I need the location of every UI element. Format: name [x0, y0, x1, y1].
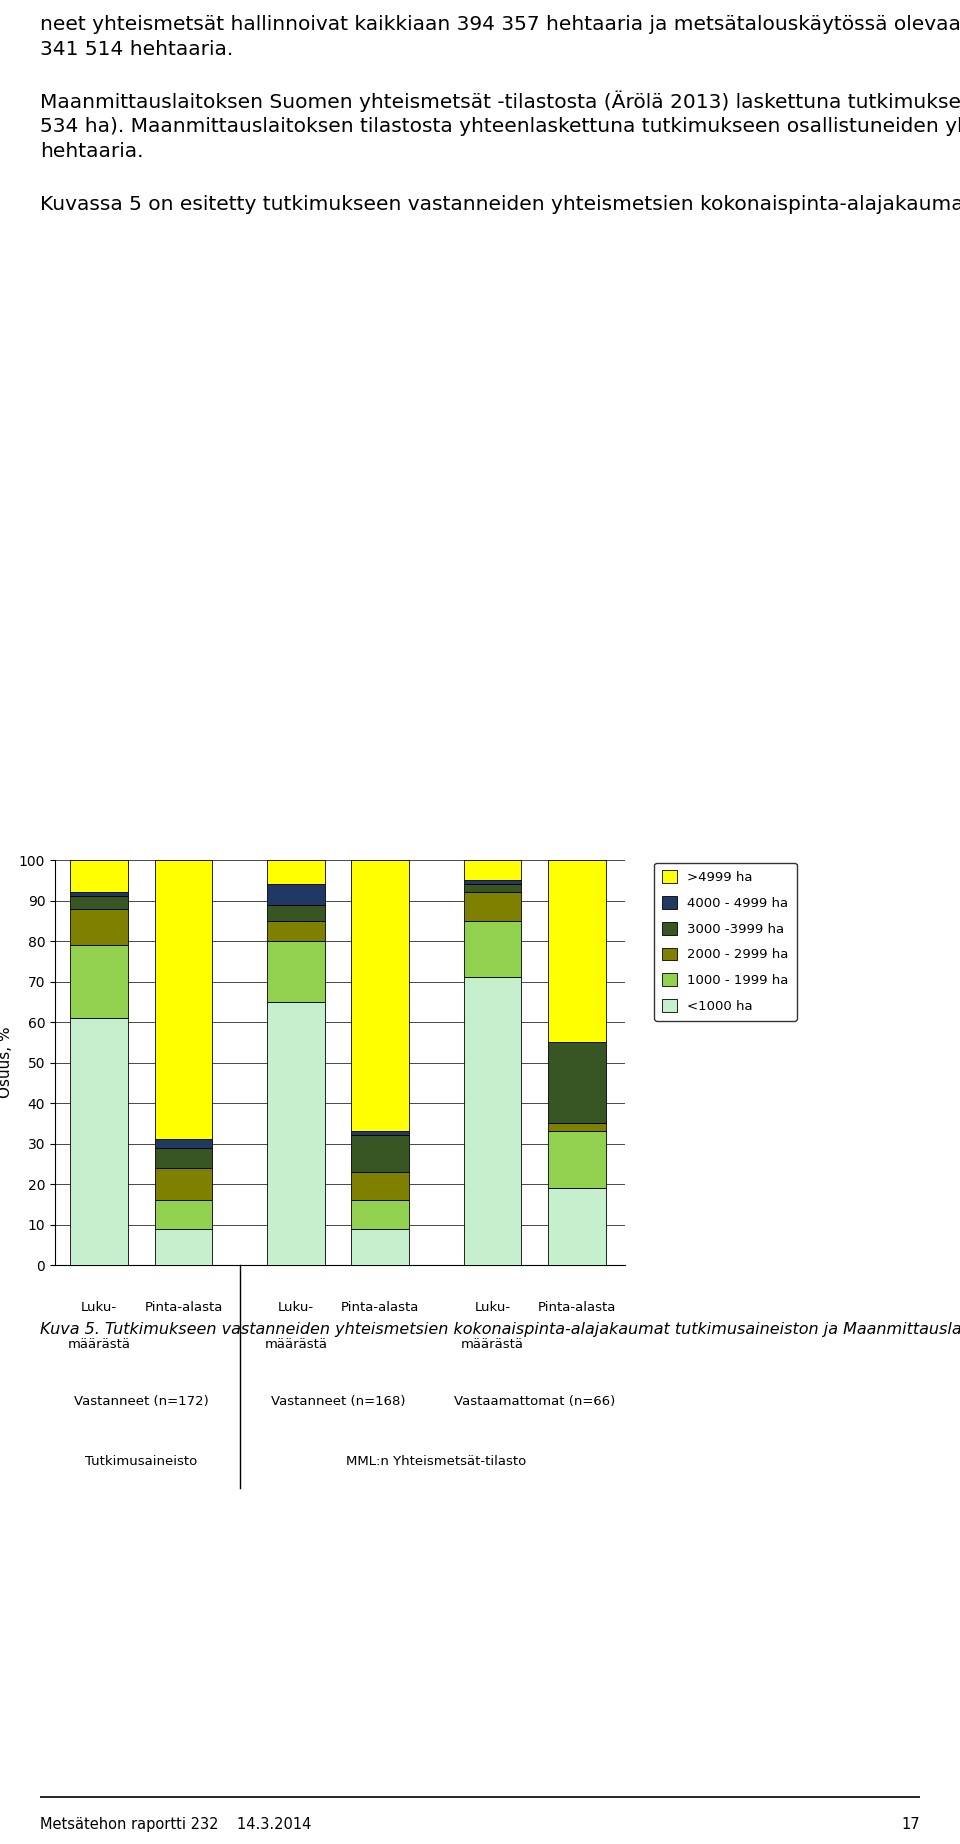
- Bar: [267, 859, 324, 885]
- Text: Vastanneet (n=172): Vastanneet (n=172): [74, 1394, 208, 1407]
- Text: määrästä: määrästä: [461, 1339, 524, 1352]
- Bar: [548, 1188, 606, 1265]
- Bar: [548, 1132, 606, 1188]
- Bar: [548, 1123, 606, 1132]
- Bar: [155, 1167, 212, 1200]
- Bar: [70, 859, 128, 892]
- Text: MML:n Yhteismetsät-tilasto: MML:n Yhteismetsät-tilasto: [347, 1455, 526, 1468]
- Text: neet yhteismetsät hallinnoivat kaikkiaan 394 357 hehtaaria ja metsätalouskäytöss: neet yhteismetsät hallinnoivat kaikkiaan…: [40, 15, 960, 214]
- Bar: [464, 892, 521, 920]
- Text: Vastaamattomat (n=66): Vastaamattomat (n=66): [454, 1394, 615, 1407]
- Bar: [548, 859, 606, 1042]
- Text: Tutkimusaineisto: Tutkimusaineisto: [85, 1455, 198, 1468]
- Bar: [351, 1171, 409, 1200]
- Legend: >4999 ha, 4000 - 4999 ha, 3000 -3999 ha, 2000 - 2999 ha, 1000 - 1999 ha, <1000 h: >4999 ha, 4000 - 4999 ha, 3000 -3999 ha,…: [655, 863, 797, 1022]
- Text: Pinta-alasta: Pinta-alasta: [144, 1302, 223, 1315]
- Y-axis label: Osuus, %: Osuus, %: [0, 1027, 13, 1099]
- Text: Pinta-alasta: Pinta-alasta: [538, 1302, 616, 1315]
- Bar: [70, 892, 128, 896]
- Bar: [70, 896, 128, 909]
- Text: Pinta-alasta: Pinta-alasta: [341, 1302, 420, 1315]
- Text: Metsätehon raportti 232    14.3.2014: Metsätehon raportti 232 14.3.2014: [40, 1816, 311, 1833]
- Bar: [464, 885, 521, 892]
- Bar: [155, 1200, 212, 1228]
- Text: Vastanneet (n=168): Vastanneet (n=168): [271, 1394, 405, 1407]
- Bar: [351, 1228, 409, 1265]
- Bar: [267, 885, 324, 905]
- Text: Kuva 5. Tutkimukseen vastanneiden yhteismetsien kokonaispinta-alajakaumat tutkim: Kuva 5. Tutkimukseen vastanneiden yhteis…: [40, 1320, 960, 1337]
- Text: 17: 17: [901, 1816, 920, 1833]
- Bar: [351, 1132, 409, 1136]
- Bar: [267, 940, 324, 1001]
- Bar: [155, 1147, 212, 1167]
- Bar: [70, 946, 128, 1018]
- Bar: [267, 920, 324, 940]
- Bar: [464, 859, 521, 880]
- Bar: [155, 859, 212, 1140]
- Bar: [267, 905, 324, 920]
- Bar: [70, 1018, 128, 1265]
- Text: Luku-: Luku-: [277, 1302, 314, 1315]
- Bar: [70, 909, 128, 946]
- Bar: [464, 920, 521, 977]
- Text: Luku-: Luku-: [81, 1302, 117, 1315]
- Text: Luku-: Luku-: [474, 1302, 511, 1315]
- Bar: [351, 1200, 409, 1228]
- Bar: [351, 1136, 409, 1171]
- Bar: [155, 1140, 212, 1147]
- Text: määrästä: määrästä: [264, 1339, 327, 1352]
- Bar: [155, 1228, 212, 1265]
- Bar: [548, 1042, 606, 1123]
- Bar: [464, 977, 521, 1265]
- Text: määrästä: määrästä: [67, 1339, 131, 1352]
- Bar: [267, 1001, 324, 1265]
- Bar: [464, 880, 521, 885]
- Bar: [351, 859, 409, 1132]
